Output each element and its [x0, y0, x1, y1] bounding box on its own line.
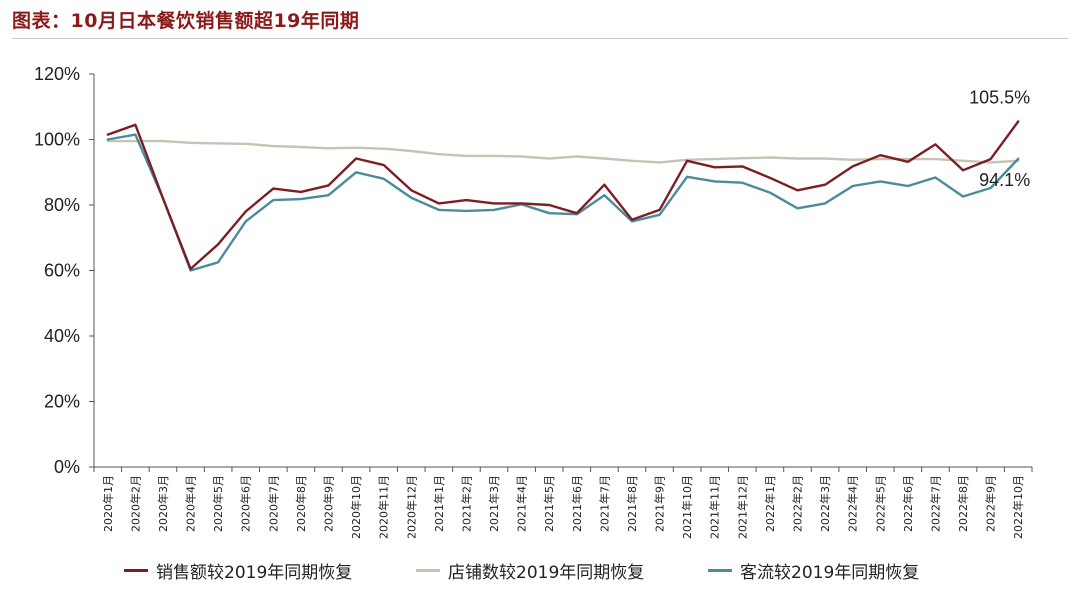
x-tick-label: 2020年7月	[266, 475, 280, 532]
y-tick-label: 0%	[54, 457, 80, 477]
legend-label-stores: 店铺数较2019年同期恢复	[448, 562, 645, 583]
x-tick-label: 2021年10月	[680, 475, 694, 539]
y-tick-label: 40%	[44, 326, 80, 346]
x-tick-label: 2022年5月	[873, 475, 887, 532]
data-label-0: 105.5%	[969, 87, 1030, 107]
x-tick-label: 2020年11月	[377, 475, 391, 539]
legend-item-sales: 销售额较2019年同期恢复	[124, 556, 352, 584]
data-label-1: 94.1%	[979, 170, 1030, 190]
x-tick-label: 2022年1月	[763, 475, 777, 532]
x-tick-label: 2021年5月	[542, 475, 556, 532]
line-chart: 0%20%40%60%80%100%120% 2020年1月 2020年2月 202…	[34, 64, 1033, 539]
x-tick-label: 2021年8月	[625, 475, 639, 532]
x-tick-label: 2021年1月	[432, 475, 446, 532]
y-axis: 0% 20% 40% 60% 80% 100% 120%	[34, 64, 95, 477]
legend-label-traffic: 客流较2019年同期恢复	[740, 562, 920, 583]
x-tick-label: 2022年4月	[846, 475, 860, 532]
x-tick-label: 2022年3月	[818, 475, 832, 532]
x-tick-label: 2020年4月	[184, 475, 198, 532]
x-tick-label: 2022年7月	[928, 475, 942, 532]
x-axis: 2020年1月 2020年2月 2020年3月 2020年4月 2020年5月 2020年…	[93, 466, 1033, 539]
x-tick-label: 2022年2月	[791, 475, 805, 532]
x-tick-label: 2020年3月	[156, 475, 170, 532]
x-tick-label: 2020年6月	[239, 475, 253, 532]
annotations: 105.5% 94.1%	[969, 87, 1030, 189]
x-tick-label: 2020年2月	[128, 475, 142, 532]
x-tick-label: 2021年2月	[459, 475, 473, 532]
y-tick-label: 80%	[44, 195, 80, 215]
y-tick-label: 120%	[34, 64, 80, 84]
x-tick-label: 2021年11月	[708, 475, 722, 539]
y-tick-label: 20%	[44, 392, 80, 412]
x-tick-label: 2020年12月	[404, 475, 418, 539]
legend-swatch-sales	[124, 568, 148, 572]
legend-swatch-traffic	[708, 568, 732, 572]
x-tick-label: 2022年6月	[901, 475, 915, 532]
legend: 销售额较2019年同期恢复 店铺数较2019年同期恢复 客流较2019年同期恢复	[0, 556, 1080, 584]
series-line-2	[106, 133, 1020, 272]
chart-title: 图表：10月日本餐饮销售额超19年同期	[12, 10, 360, 32]
x-tick-label: 2021年3月	[487, 475, 501, 532]
legend-swatch-stores	[416, 568, 440, 572]
x-tick-label: 2022年10月	[1011, 475, 1025, 539]
title-divider	[12, 38, 1068, 39]
y-tick-label: 100%	[34, 130, 80, 150]
series-line-0	[106, 120, 1020, 271]
series-line-1	[106, 139, 1020, 164]
x-tick-label: 2020年1月	[101, 475, 115, 532]
y-tick-label: 60%	[44, 261, 80, 281]
x-tick-label: 2020年9月	[322, 475, 336, 532]
x-tick-label: 2020年5月	[211, 475, 225, 532]
x-tick-label: 2020年10月	[349, 475, 363, 539]
x-tick-label: 2021年7月	[597, 475, 611, 532]
x-tick-label: 2022年9月	[984, 475, 998, 532]
x-tick-label: 2021年4月	[515, 475, 529, 532]
legend-item-traffic: 客流较2019年同期恢复	[708, 556, 919, 584]
x-tick-label: 2020年8月	[294, 475, 308, 532]
x-tick-label: 2021年12月	[735, 475, 749, 539]
x-tick-label: 2021年6月	[570, 475, 584, 532]
series-lines	[106, 120, 1020, 272]
legend-label-sales: 销售额较2019年同期恢复	[156, 562, 353, 583]
x-tick-label: 2021年9月	[653, 475, 667, 532]
legend-item-stores: 店铺数较2019年同期恢复	[416, 556, 644, 584]
x-tick-label: 2022年8月	[956, 475, 970, 532]
